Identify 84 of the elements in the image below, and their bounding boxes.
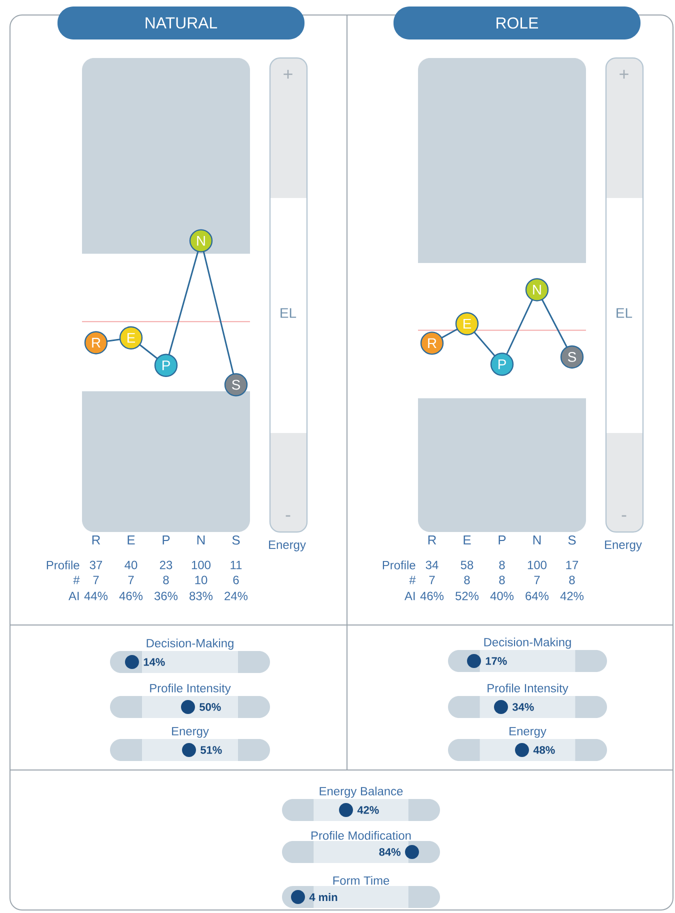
text: 14% [144, 658, 165, 666]
text: 8 [499, 576, 505, 584]
text: 46% [420, 592, 444, 600]
text: EL [616, 308, 632, 318]
data-label: 40 [124, 560, 138, 570]
text: Energy [172, 727, 209, 738]
text: 46% [119, 592, 143, 600]
text: Profile Modification [311, 831, 411, 840]
data-label: 8 [499, 560, 505, 570]
text: 4 min [309, 893, 338, 901]
text: 42% [357, 806, 379, 814]
text: 8 [569, 576, 575, 584]
x-tick-label: E [464, 536, 471, 544]
text: 83% [190, 592, 213, 600]
data-label: 37 [90, 560, 102, 570]
text: 50% [200, 703, 221, 711]
text: 7 [128, 576, 134, 584]
x-tick-label: N [533, 536, 541, 544]
x-tick-label: R [92, 536, 100, 544]
text: 6 [233, 576, 239, 584]
text: Profile [46, 560, 80, 570]
text: + [284, 70, 292, 79]
text: Profile [382, 560, 416, 570]
text: 84% [379, 848, 401, 856]
text: 7 [429, 576, 435, 584]
data-label: 17 [566, 560, 578, 570]
text: 8 [464, 576, 470, 584]
text: 7 [93, 576, 99, 584]
text: 48% [533, 746, 555, 754]
text: 34% [512, 703, 534, 711]
text: 42% [560, 592, 584, 600]
data-label: 34 [426, 560, 438, 570]
text: 64% [526, 592, 549, 600]
text: AI [68, 592, 79, 600]
text: 52% [456, 592, 479, 600]
text: Form Time [333, 876, 390, 885]
text: EL [280, 308, 296, 318]
text: Profile Intensity [488, 684, 568, 695]
category-label: N [197, 236, 205, 246]
text: Profile Intensity [150, 684, 231, 695]
text: 10 [195, 576, 208, 584]
category-label: R [92, 338, 100, 348]
text: 17% [486, 657, 507, 665]
text: 44% [84, 592, 108, 600]
text: 8 [163, 576, 169, 584]
x-tick-label: E [128, 536, 135, 544]
x-tick-label: N [197, 536, 205, 544]
category-label: P [498, 359, 506, 370]
data-label: 100 [528, 560, 547, 570]
text: 7 [534, 576, 540, 584]
data-label: 100 [192, 560, 211, 570]
text: 40% [490, 592, 514, 600]
category-label: E [463, 318, 472, 329]
text: 24% [224, 592, 248, 600]
text: - [622, 515, 626, 517]
text: # [409, 576, 416, 584]
text: 51% [200, 746, 222, 754]
x-tick-label: P [162, 536, 170, 544]
category-label: S [232, 380, 240, 390]
category-label: E [127, 333, 136, 343]
x-tick-label: S [232, 536, 240, 545]
x-tick-label: S [568, 536, 576, 545]
text: Decision-Making [146, 638, 234, 650]
text: Decision-Making [484, 638, 571, 649]
data-label: 11 [230, 560, 242, 570]
category-label: R [428, 338, 436, 348]
chart-title: NATURAL [146, 17, 218, 29]
text: + [620, 70, 628, 79]
text: Energy [510, 727, 546, 738]
chart-title: ROLE [496, 17, 538, 29]
text: Energy [269, 540, 306, 552]
category-label: N [533, 284, 541, 295]
text: 36% [154, 592, 178, 600]
data-label: 23 [160, 560, 172, 570]
data-label: 58 [460, 560, 474, 570]
category-label: P [162, 360, 170, 370]
text: Energy Balance [320, 786, 403, 798]
text: AI [404, 592, 415, 600]
x-tick-label: P [498, 536, 506, 544]
text: - [286, 515, 290, 517]
text: Energy [605, 540, 642, 552]
text: # [73, 576, 80, 584]
category-label: S [568, 352, 576, 362]
x-tick-label: R [428, 536, 436, 544]
